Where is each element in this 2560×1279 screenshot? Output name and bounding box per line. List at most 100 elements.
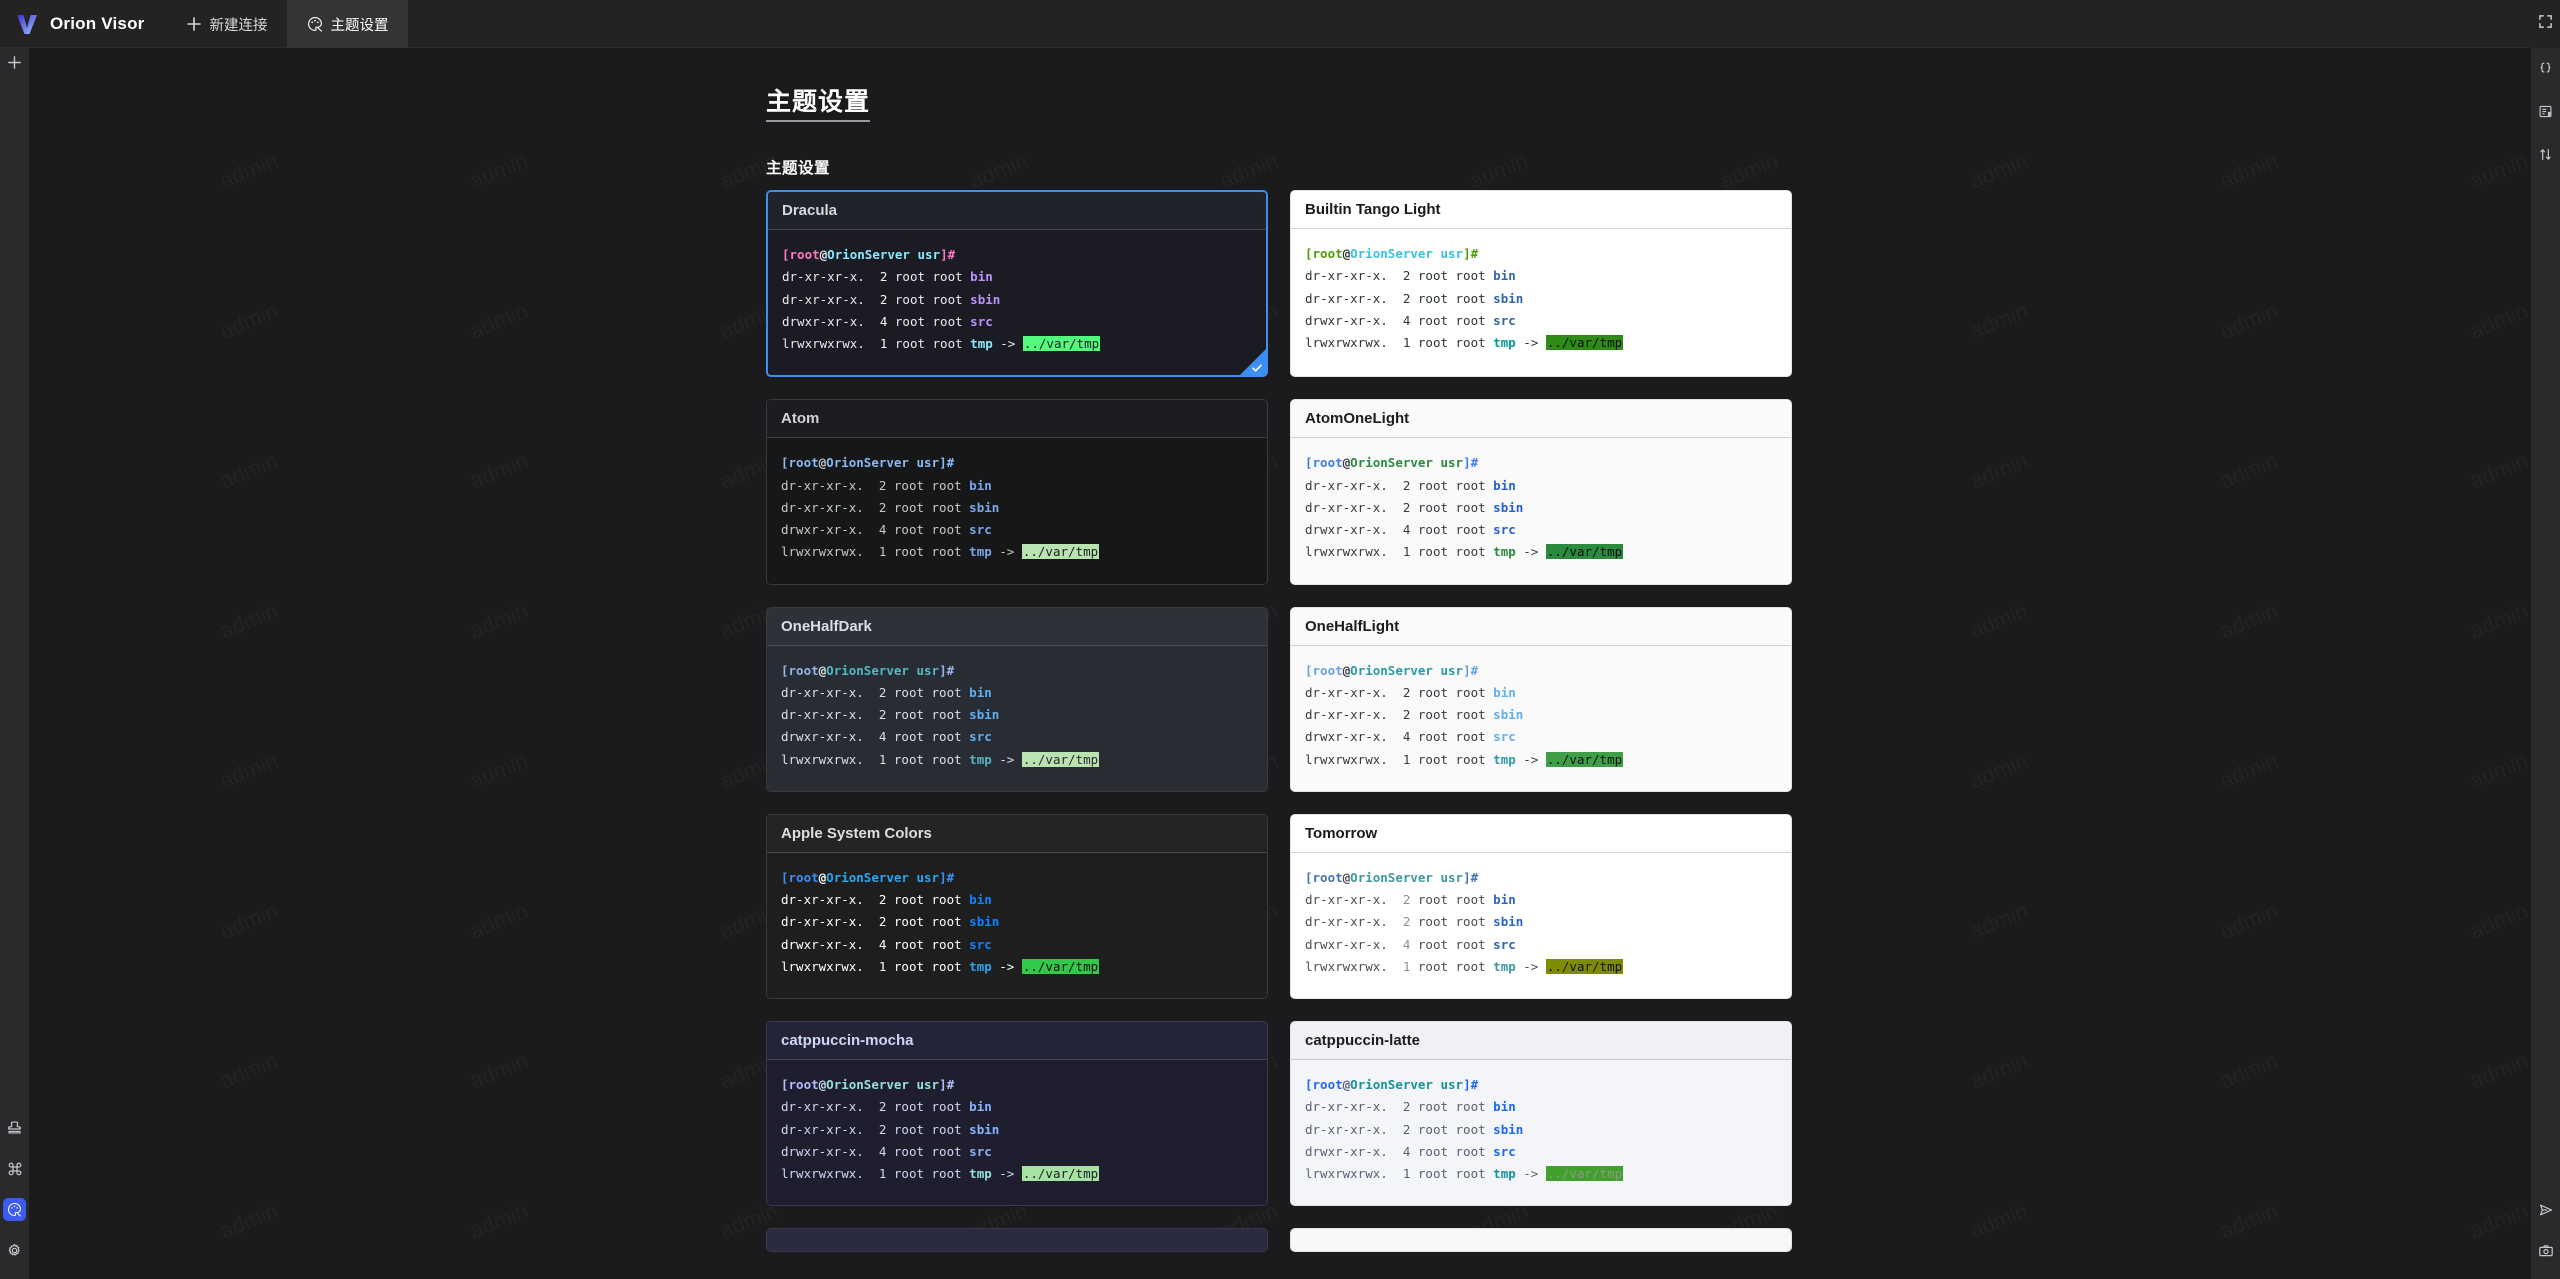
terminal-preview: [root@OrionServer usr]# dr-xr-xr-x. 2 roo… [767,1060,1267,1206]
theme-card-header: catppuccin-mocha [767,1022,1267,1060]
tab-new-connection[interactable]: 新建连接 [166,0,287,48]
terminal-preview: [root@OrionServer usr]# dr-xr-xr-x. 2 roo… [1291,1060,1791,1206]
theme-card-header [1291,1229,1791,1252]
terminal-ls-row: dr-xr-xr-x. 2 root root bin [782,269,993,285]
rail-identity-button[interactable] [0,1113,29,1142]
rail-json-button[interactable] [2531,54,2560,83]
theme-name: OneHalfDark [781,617,872,635]
terminal-ls-row: dr-xr-xr-x. 2 root root sbin [781,499,1000,515]
terminal-ls-row: dr-xr-xr-x. 2 root root bin [781,1099,992,1115]
send-icon [2538,1202,2554,1218]
theme-card[interactable]: Dracula [root@OrionServer usr]# dr-xr-xr-x… [766,190,1268,378]
theme-card-header: OneHalfDark [767,607,1267,646]
terminal-preview: [root@OrionServer usr]# dr-xr-xr-x. 2 roo… [1291,645,1791,791]
theme-card[interactable]: Tomorrow [root@OrionServer usr]# dr-xr-xr-… [1290,813,1792,999]
terminal-preview: [root@OrionServer usr]# dr-xr-xr-x. 2 roo… [1291,229,1791,375]
left-rail [0,48,29,1279]
terminal-ls-row: drwxr-xr-x. 4 root root src [1305,729,1516,745]
plus-icon [7,55,22,70]
terminal-ls-row: drwxr-xr-x. 4 root root src [781,522,992,537]
terminal-ls-row: dr-xr-xr-x. 2 root root bin [1305,1099,1516,1115]
theme-card[interactable]: OneHalfDark [root@OrionServer usr]# dr-xr-… [766,606,1268,792]
terminal-ls-row: drwxr-xr-x. 4 root root src [1305,312,1516,328]
terminal-preview: [root@OrionServer usr]# dr-xr-xr-x. 2 roo… [1291,438,1791,584]
terminal-ls-row: dr-xr-xr-x. 2 root root bin [1305,892,1516,907]
document-bookmark-icon [2538,104,2553,119]
terminal-prompt-line: [root@OrionServer usr]# [781,662,955,678]
theme-card[interactable]: Apple System Colors [root@OrionServer usr… [766,813,1268,999]
terminal-ls-row: lrwxrwxrwx. 1 root root tmp -> ../var/tm… [781,544,1100,560]
rail-commands-button[interactable] [0,1154,29,1183]
theme-card[interactable]: catppuccin-mocha [root@OrionServer usr]# d… [766,1021,1268,1207]
terminal-ls-row: drwxr-xr-x. 4 root root src [1305,936,1516,952]
fullscreen-icon [2538,14,2553,34]
rail-settings-button[interactable] [0,1236,29,1265]
terminal-prompt-line: [root@OrionServer usr]# [782,247,956,262]
palette-icon [307,16,323,32]
theme-card-header: Atom [767,400,1267,439]
terminal-ls-row: dr-xr-xr-x. 2 root root bin [1305,684,1516,700]
terminal-ls-row: dr-xr-xr-x. 2 root root sbin [781,1121,1000,1137]
theme-card-header: Builtin Tango Light [1291,191,1791,229]
terminal-ls-row: dr-xr-xr-x. 2 root root sbin [1305,1121,1524,1137]
terminal-ls-row: dr-xr-xr-x. 2 root root sbin [1305,707,1524,722]
rail-new-connection-button[interactable] [0,48,29,77]
terminal-prompt-line: [root@OrionServer usr]# [1305,1077,1479,1092]
theme-card[interactable]: catppuccin-latte [root@OrionServer usr]# d… [1290,1021,1792,1207]
orion-v-logo-icon [14,11,40,37]
terminal-preview: [root@OrionServer usr]# dr-xr-xr-x. 2 roo… [1291,852,1791,998]
page-title: 主题设置 [766,82,871,122]
terminal-preview: [root@OrionServer usr]# dr-xr-xr-x. 2 roo… [767,438,1267,584]
theme-card[interactable]: Atom [root@OrionServer usr]# dr-xr-xr-x. 2… [766,399,1268,585]
brand-name: Orion Visor [50,14,145,33]
theme-card[interactable]: AtomOneLight [root@OrionServer usr]# dr-xr… [1290,399,1792,585]
terminal-ls-row: dr-xr-xr-x. 2 root root bin [1305,477,1516,493]
terminal-ls-row: drwxr-xr-x. 4 root root src [1305,522,1516,537]
terminal-ls-row: lrwxrwxrwx. 1 root root tmp -> ../var/tm… [1305,958,1624,974]
selected-corner-marker [1240,349,1266,376]
theme-card-header: catppuccin-latte [1291,1022,1791,1060]
terminal-ls-row: dr-xr-xr-x. 2 root root sbin [1305,499,1524,515]
main-content: adminadminadminadminadminadminadminadmin… [29,48,2531,1279]
tab-label: 新建连接 [209,17,268,34]
fullscreen-button[interactable] [2531,0,2560,48]
theme-name: AtomOneLight [1305,410,1410,428]
theme-card[interactable]: Builtin Tango Light [root@OrionServer usr… [1290,190,1792,378]
rail-send-button[interactable] [2531,1195,2560,1224]
terminal-prompt-line: [root@OrionServer usr]# [1305,246,1479,261]
theme-name: Atom [781,410,820,428]
theme-name: OneHalfLight [1305,617,1400,635]
top-bar: Orion Visor 新建连接 主题设置 [0,0,2560,48]
terminal-ls-row: drwxr-xr-x. 4 root root src [1305,1143,1516,1159]
terminal-ls-row: dr-xr-xr-x. 2 root root bin [781,684,992,700]
theme-card-header: OneHalfLight [1291,607,1791,646]
rail-snippets-button[interactable] [2531,97,2560,126]
rail-screenshot-button[interactable] [2531,1236,2560,1265]
terminal-ls-row: lrwxrwxrwx. 1 root root tmp -> ../var/tm… [1305,1166,1624,1181]
theme-card-header [767,1229,1267,1252]
terminal-ls-row: dr-xr-xr-x. 2 root root bin [781,477,992,493]
terminal-ls-row: lrwxrwxrwx. 1 root root tmp -> ../var/tm… [781,1166,1100,1181]
terminal-ls-row: dr-xr-xr-x. 2 root root bin [1305,268,1516,284]
tab-theme-settings[interactable]: 主题设置 [287,0,409,48]
rail-theme-settings-button[interactable] [3,1198,26,1221]
theme-name: Apple System Colors [781,824,932,842]
theme-card[interactable]: OneHalfLight [root@OrionServer usr]# dr-xr… [1290,606,1792,792]
terminal-preview: [root@OrionServer usr]# dr-xr-xr-x. 2 roo… [767,852,1267,998]
theme-card[interactable] [766,1228,1268,1253]
terminal-ls-row: dr-xr-xr-x. 2 root root sbin [781,914,1000,930]
terminal-ls-row: dr-xr-xr-x. 2 root root bin [781,892,992,907]
terminal-ls-row: drwxr-xr-x. 4 root root src [782,313,993,329]
theme-card[interactable] [1290,1228,1792,1253]
terminal-ls-row: drwxr-xr-x. 4 root root src [781,1143,992,1159]
brand: Orion Visor [0,0,166,48]
terminal-ls-row: lrwxrwxrwx. 1 root root tmp -> ../var/tm… [781,958,1100,974]
right-rail [2531,48,2560,1279]
transfer-arrows-icon [2538,147,2553,162]
theme-card-header: AtomOneLight [1291,400,1791,439]
terminal-prompt-line: [root@OrionServer usr]# [1305,455,1479,471]
terminal-ls-row: lrwxrwxrwx. 1 root root tmp -> ../var/tm… [781,751,1100,767]
terminal-preview: [root@OrionServer usr]# dr-xr-xr-x. 2 roo… [768,230,1266,376]
terminal-prompt-line: [root@OrionServer usr]# [781,455,955,471]
rail-transfer-button[interactable] [2531,140,2560,169]
